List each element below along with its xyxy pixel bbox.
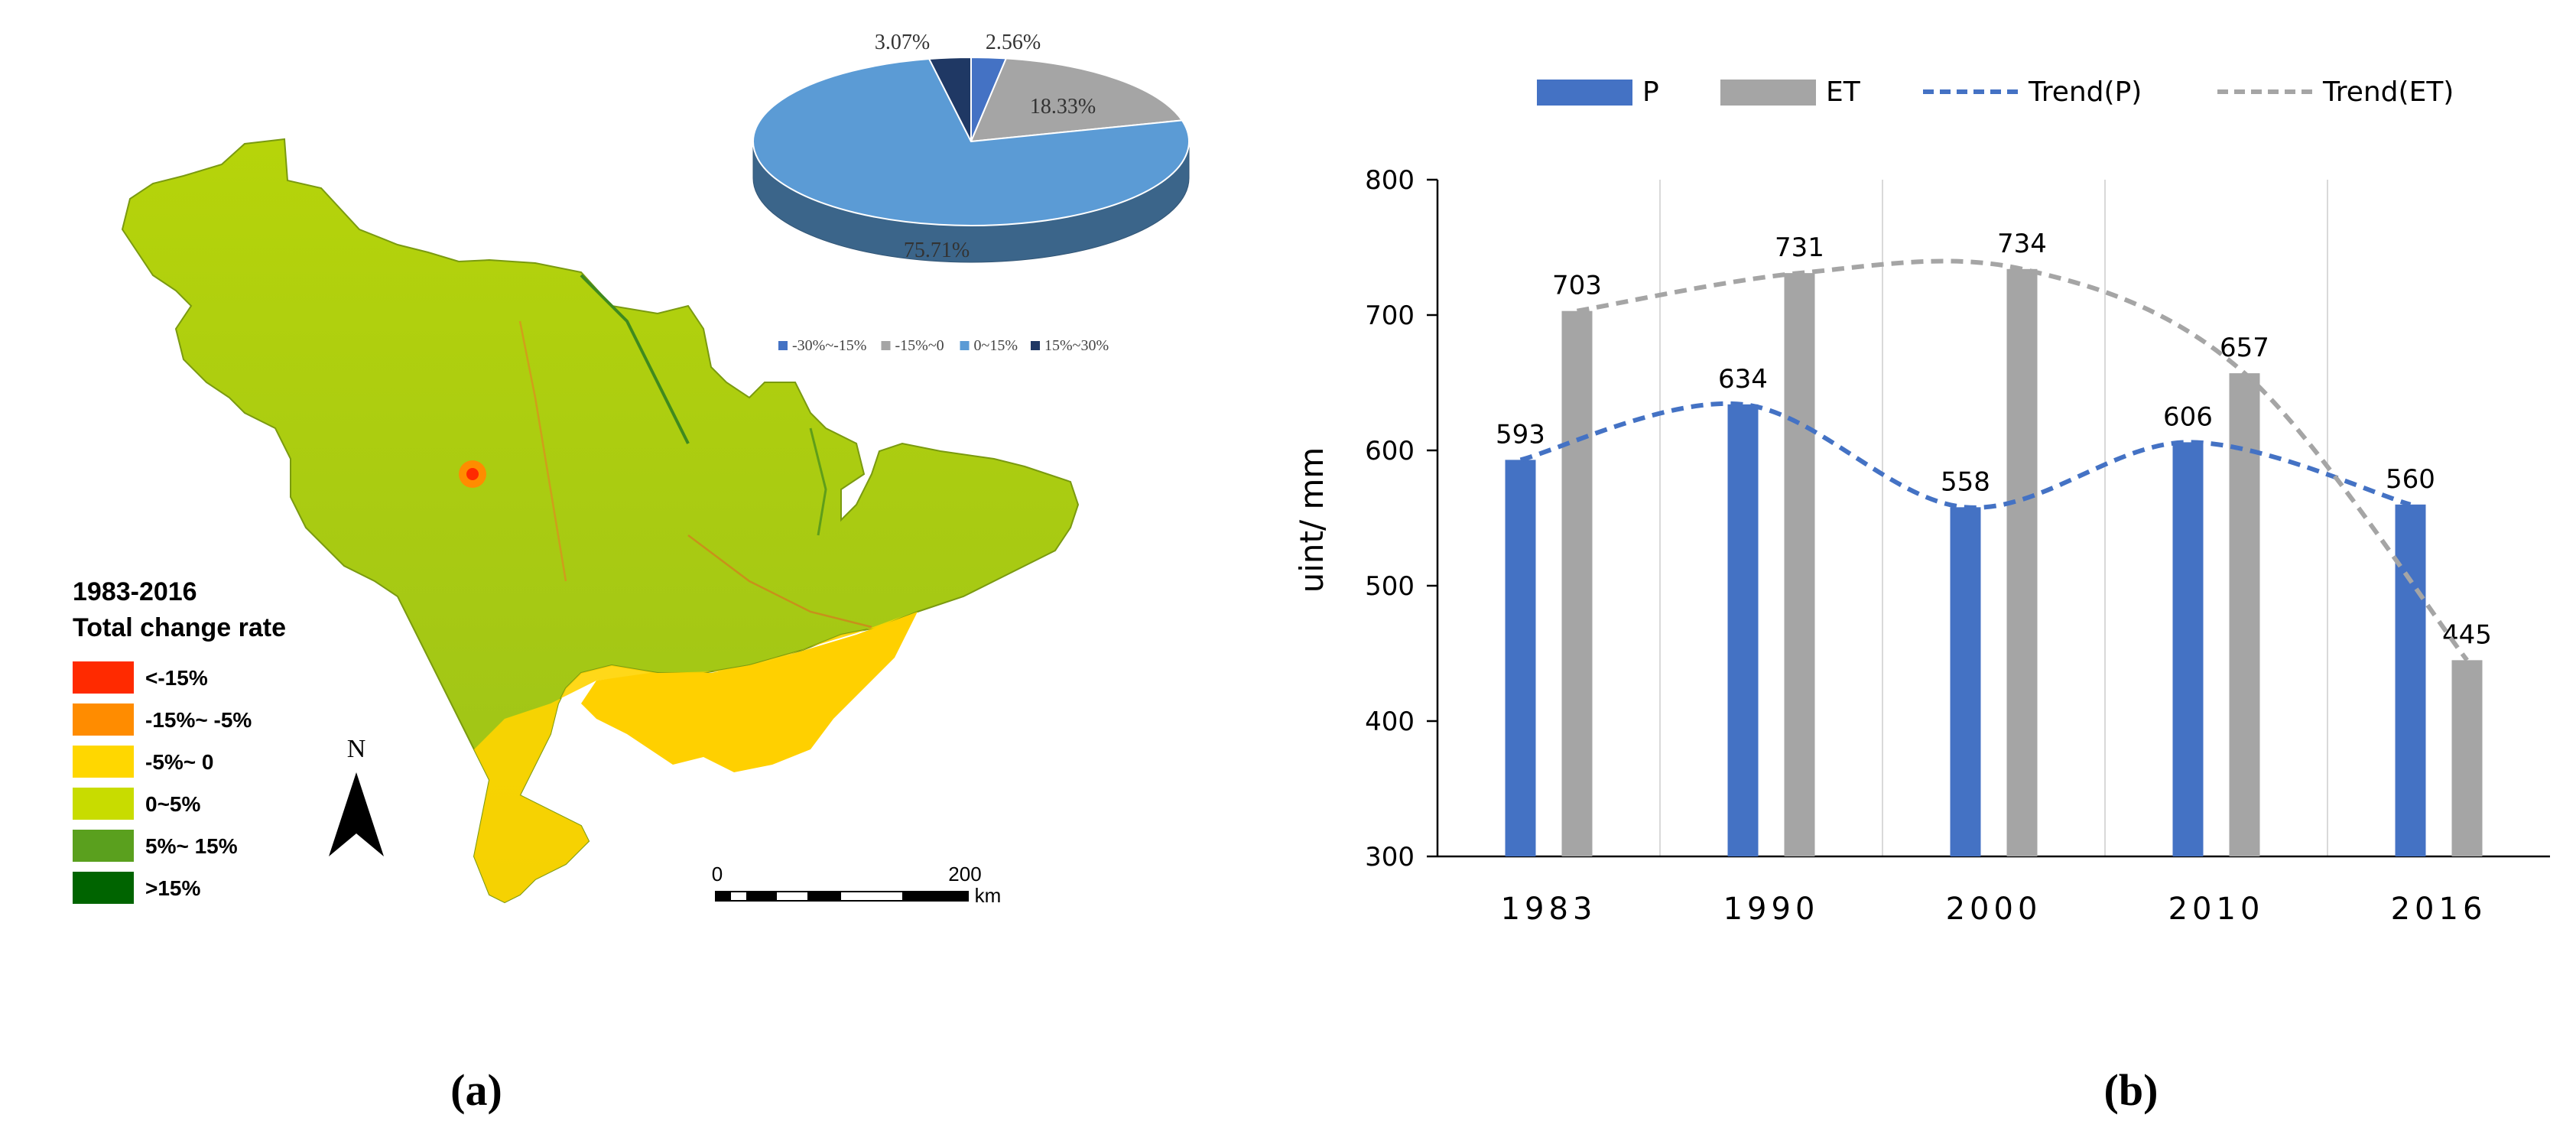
bar-data-label: 560 [2386, 464, 2435, 495]
pie-legend-swatch [1031, 341, 1040, 350]
pie-slice [752, 58, 1190, 226]
pie-legend-label: -30%~-15% [792, 337, 866, 354]
bar-p [2172, 442, 2204, 856]
pie-legend-swatch [960, 341, 970, 350]
legend-label: P [1642, 76, 1659, 108]
pie-data-label: 18.33% [1030, 95, 1096, 119]
map-legend-label: 5%~ 15% [145, 834, 238, 858]
scale-unit-label: km [975, 884, 1002, 907]
pie-legend-label: 15%~30% [1044, 337, 1109, 354]
pie-slice [970, 57, 1184, 143]
legend-swatch [1720, 80, 1816, 106]
bar-et [1561, 310, 1593, 856]
map-river [809, 427, 827, 536]
plot-area: 300 400 500 600 700 800 1983 1990 2000 2010 2016 59… [1365, 165, 2550, 927]
bar-data-label: 445 [2442, 619, 2492, 650]
bar-data-label: 703 [1552, 271, 1602, 301]
map-legend-swatch [73, 872, 134, 904]
scale-start-label: 0 [712, 863, 723, 885]
chart-legend: P ET Trend(P) Trend(ET) [1537, 76, 2454, 108]
y-axis-label: uint/ mm [1293, 447, 1330, 593]
pie-legend-label: 0~15% [974, 337, 1018, 354]
map-legend-label: -15%~ -5% [145, 708, 252, 732]
map-legend-swatch [73, 703, 134, 736]
bar-p [1505, 460, 1536, 856]
x-tick-label: 2016 [2391, 892, 2487, 927]
bar-data-label: 634 [1718, 364, 1768, 395]
pie-slice [927, 56, 972, 142]
pie-legend-swatch [778, 341, 788, 350]
bar-data-label: 606 [2163, 401, 2213, 432]
bar-chart: uint/ mm P ET Trend(P) Trend(ET) 300 400 500 6… [1293, 76, 2550, 1115]
legend-label: ET [1826, 76, 1861, 108]
y-tick-label: 500 [1365, 571, 1415, 602]
pie-chart: 2.56% 18.33% 75.71% 3.07% -30%~-15% -15%~0 0~1… [752, 31, 1190, 354]
map-legend-label: >15% [145, 876, 200, 900]
north-label: N [347, 735, 366, 763]
map-legend-swatch [73, 830, 134, 862]
bar-data-label: 734 [1997, 229, 2047, 259]
panel-label-b: (b) [2104, 1065, 2159, 1115]
y-tick-label: 600 [1365, 436, 1415, 466]
scale-bar: 0 200 km [712, 863, 1002, 907]
bar-p [1950, 507, 1981, 856]
bar-et [2006, 268, 2038, 856]
map-legend-label: 0~5% [145, 792, 200, 816]
pie-data-label: 3.07% [875, 31, 930, 54]
map-legend-label: -5%~ 0 [145, 750, 214, 774]
map-river [687, 535, 872, 629]
map-legend-title-line1: 1983-2016 [73, 577, 197, 606]
pie-legend-swatch [881, 341, 891, 350]
y-tick-label: 800 [1365, 165, 1415, 196]
trend-line-et [1576, 258, 2469, 662]
legend-label: Trend(P) [2028, 76, 2142, 108]
map-south-band-east [581, 612, 918, 772]
scale-end-label: 200 [948, 863, 981, 885]
map-legend-swatch [73, 788, 134, 820]
map-panel: 1983-2016 Total change rate <-15% -15%~ -… [73, 31, 1190, 1115]
pie-data-label: 2.56% [986, 31, 1041, 54]
x-tick-label: 1983 [1501, 892, 1597, 927]
x-tick-label: 2010 [2168, 892, 2265, 927]
legend-swatch [1537, 80, 1632, 106]
bar-data-label: 593 [1496, 419, 1545, 450]
north-arrow-icon [329, 772, 384, 856]
trend-line-p [1519, 401, 2412, 510]
y-tick-label: 700 [1365, 301, 1415, 331]
bar-p [2395, 504, 2426, 856]
bar-et [1784, 273, 1815, 856]
bar-p [1727, 404, 1759, 856]
bar-data-label: 657 [2220, 333, 2269, 363]
map-legend-items: <-15% -15%~ -5% -5%~ 0 0~5% 5%~ 15% >15% [73, 661, 252, 904]
map-river [518, 320, 567, 582]
pie-legend-label: -15%~0 [895, 337, 944, 354]
y-tick-label: 400 [1365, 707, 1415, 737]
bar-data-label: 558 [1941, 466, 1990, 497]
legend-label: Trend(ET) [2322, 76, 2454, 108]
map-legend-swatch [73, 746, 134, 778]
bar-data-label: 731 [1775, 232, 1824, 263]
bar-et [2451, 660, 2483, 856]
y-tick-label: 300 [1365, 842, 1415, 872]
map-river [580, 274, 690, 444]
map-urban-core [466, 468, 479, 480]
map-legend-title-line2: Total change rate [73, 613, 286, 642]
map-legend-label: <-15% [145, 666, 208, 690]
map-south-band [474, 616, 902, 902]
pie-data-label: 75.71% [904, 239, 970, 262]
x-tick-label: 1990 [1723, 892, 1820, 927]
map-legend-swatch [73, 661, 134, 694]
panel-label-a: (a) [450, 1065, 502, 1115]
x-tick-label: 2000 [1946, 892, 2042, 927]
